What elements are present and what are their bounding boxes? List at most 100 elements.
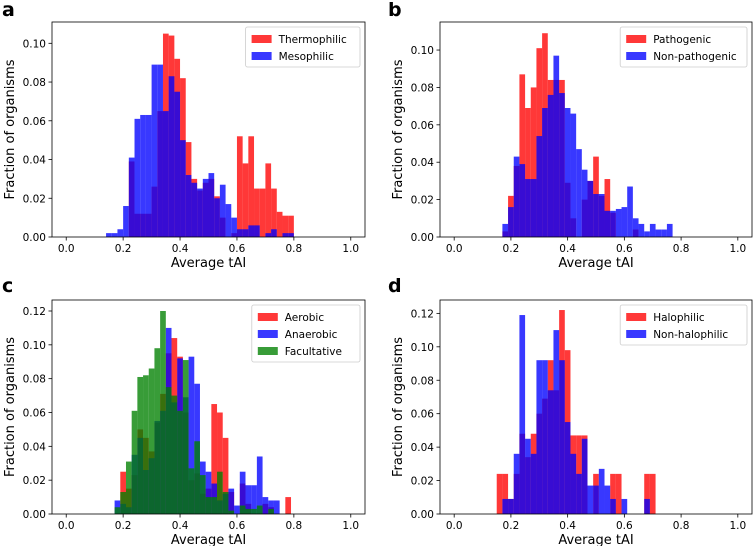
histogram-bar (256, 505, 263, 514)
histogram-bar (530, 453, 537, 514)
histogram-bar (199, 475, 206, 514)
histogram-bar (168, 76, 175, 237)
y-axis-label: Fraction of organisms (3, 337, 18, 477)
histogram-bar (649, 223, 656, 237)
histogram-bar (242, 229, 249, 237)
panel-label: d (388, 275, 402, 297)
legend-swatch (257, 313, 278, 321)
histogram-bar (228, 510, 235, 514)
histogram-bar (268, 508, 274, 514)
histogram-bar (525, 438, 531, 514)
histogram-bar (525, 179, 531, 237)
histogram-bar (234, 505, 240, 514)
x-tick-label: 1.0 (342, 243, 359, 255)
x-axis-label: Average tAI (558, 533, 633, 546)
histogram-bar (610, 210, 616, 237)
histogram-bar (188, 468, 195, 514)
y-tick-label: 0.06 (411, 120, 435, 132)
histogram-bar (165, 387, 172, 514)
series-non-pathogenic (502, 55, 673, 237)
histogram-bar (519, 74, 526, 237)
histogram-bar (282, 215, 289, 237)
histogram-bar (171, 395, 178, 514)
histogram-bar (239, 471, 246, 514)
x-tick-label: 0.4 (559, 243, 576, 255)
histogram-bar (666, 223, 673, 237)
x-tick-label: 0.4 (172, 520, 189, 532)
x-tick-label: 0.6 (229, 520, 246, 532)
histogram-bar (160, 310, 166, 514)
legend-frame (245, 26, 361, 68)
histogram-bar (519, 315, 526, 514)
series-mesophilic (106, 64, 294, 237)
histogram-bar (254, 225, 260, 237)
legend-frame (251, 304, 361, 363)
histogram-bar (242, 163, 249, 237)
histogram-bar (513, 453, 520, 514)
legend-swatch (626, 313, 647, 321)
histogram-bar (208, 173, 215, 237)
histogram-bar (125, 461, 132, 514)
histogram-bar (542, 360, 548, 514)
histogram-bar (239, 505, 246, 514)
histogram-bar (248, 136, 255, 237)
y-tick-label: 0.02 (23, 193, 46, 205)
histogram-bar (231, 217, 237, 237)
y-tick-label: 0.02 (411, 476, 434, 488)
histogram-bar (273, 500, 280, 514)
legend-frame (619, 304, 748, 346)
histogram-bar (265, 163, 272, 237)
y-tick-label: 0.12 (411, 308, 434, 320)
histogram-bar (564, 108, 571, 237)
histogram-bar (143, 375, 149, 514)
legend-label: Facultative (285, 346, 342, 358)
y-tick-label: 0.10 (23, 340, 46, 352)
y-tick-label: 0.02 (23, 475, 46, 487)
histogram-bar (185, 175, 192, 237)
histogram-bar (219, 184, 226, 237)
histogram-bar (598, 468, 605, 514)
histogram-bar (211, 404, 218, 514)
histogram-bar (502, 223, 509, 237)
legend-label: Mesophilic (279, 51, 334, 63)
histogram-bar (111, 233, 118, 237)
x-axis-label: Average tAI (171, 256, 246, 271)
y-tick-label: 0.08 (411, 375, 434, 387)
histogram-bar (547, 390, 554, 514)
histogram-bar (202, 178, 209, 237)
x-tick-label: 0.2 (115, 520, 132, 532)
y-tick-label: 0.04 (411, 442, 435, 454)
histogram-bar (123, 206, 129, 237)
histogram-bar (559, 93, 565, 237)
histogram-bar (655, 229, 662, 237)
histogram-bar (222, 492, 229, 514)
legend-label: Anaerobic (285, 329, 338, 341)
histogram-bar (194, 441, 200, 514)
histogram-bar (205, 471, 212, 514)
histogram-bar (245, 508, 252, 514)
histogram-bar (576, 473, 582, 514)
histogram-bar (661, 229, 667, 237)
histogram-bar (632, 218, 639, 237)
histogram-bar (587, 485, 594, 514)
histogram-bar (530, 87, 537, 237)
histogram-bar (145, 114, 152, 237)
legend-frame (619, 26, 748, 68)
y-tick-label: 0.00 (23, 232, 46, 244)
x-tick-label: 0.6 (616, 243, 633, 255)
histogram-bar (604, 485, 611, 514)
histogram-bar (259, 188, 266, 237)
histogram-bar (570, 113, 577, 237)
histogram-bar (128, 157, 135, 237)
histogram-bar (536, 360, 543, 514)
histogram-bar (222, 437, 229, 514)
legend-swatch (626, 52, 647, 60)
y-tick-label: 0.00 (411, 232, 434, 244)
histogram-bar (587, 180, 594, 237)
legend-label: Thermophilic (278, 34, 347, 46)
histogram-bar (610, 473, 616, 514)
histogram-bar (225, 204, 232, 237)
histogram-bar (502, 498, 509, 514)
histogram-bar (581, 169, 588, 237)
